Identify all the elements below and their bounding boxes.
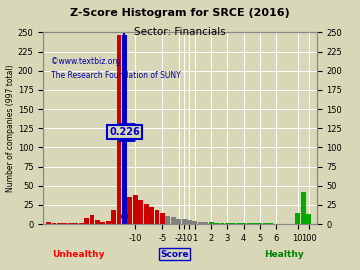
Bar [236,222,241,224]
Bar [46,222,51,224]
Bar [133,195,138,224]
Bar [257,223,262,224]
Bar [165,216,170,224]
Bar [301,192,306,224]
Bar [95,220,100,224]
Bar [68,223,73,224]
Text: Unhealthy: Unhealthy [53,250,105,259]
Bar [144,204,149,224]
Text: The Research Foundation of SUNY: The Research Foundation of SUNY [51,71,181,80]
Bar [154,210,159,224]
Text: Healthy: Healthy [264,250,304,259]
Bar [62,223,67,224]
Text: Sector: Financials: Sector: Financials [134,27,226,37]
Bar [220,222,224,224]
Bar [79,223,84,224]
Bar [268,223,273,224]
Bar [171,217,176,224]
Bar [122,35,127,224]
Bar [241,223,246,224]
Bar [252,223,257,224]
Bar [187,220,192,224]
Bar [73,223,78,224]
Bar [247,223,252,224]
Bar [149,207,154,224]
Bar [263,223,268,224]
Bar [209,222,213,224]
Bar [84,218,89,224]
Bar [182,220,186,224]
Bar [193,221,197,224]
Text: 0.226: 0.226 [109,127,140,137]
Bar [296,212,300,224]
Bar [203,222,208,224]
Bar [214,222,219,224]
Bar [225,222,230,224]
Text: Z-Score Histogram for SRCE (2016): Z-Score Histogram for SRCE (2016) [70,8,290,18]
Text: ©www.textbiz.org: ©www.textbiz.org [51,57,121,66]
Y-axis label: Number of companies (997 total): Number of companies (997 total) [6,65,15,192]
Bar [160,213,165,224]
Text: Score: Score [160,250,189,259]
Bar [230,222,235,224]
Bar [127,197,132,224]
Bar [198,222,203,224]
Bar [57,222,62,224]
Bar [117,35,121,224]
Bar [90,215,94,224]
Bar [176,219,181,224]
Bar [51,222,57,224]
Bar [138,200,143,224]
Bar [106,221,111,224]
Bar [111,210,116,224]
Bar [100,222,105,224]
Bar [306,214,311,224]
